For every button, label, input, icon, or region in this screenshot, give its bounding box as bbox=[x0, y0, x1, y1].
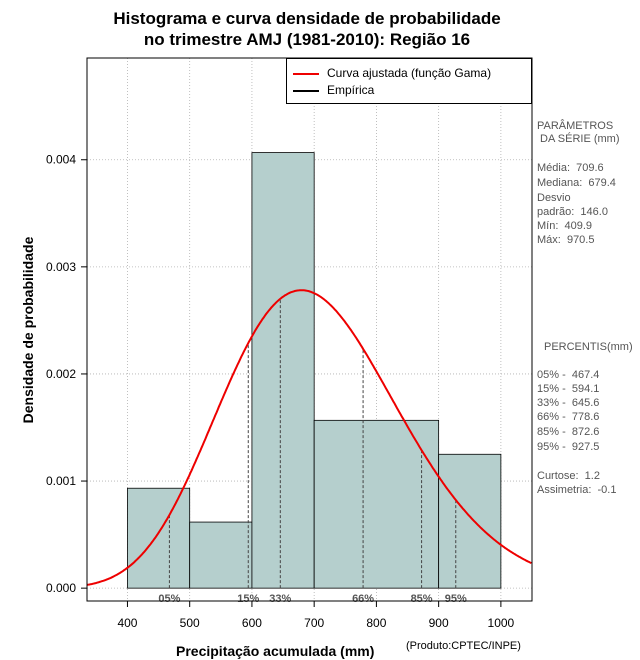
percentile-66: 66% - 778.6 bbox=[537, 411, 600, 423]
x-tick-label: 800 bbox=[366, 616, 386, 630]
chart-title-line1: Histograma e curva densidade de probabil… bbox=[113, 9, 501, 28]
axes: 400 500 600 700 800 900 1000 0.000 0.001 0.002 0.0… bbox=[46, 153, 515, 630]
percentile-markers: 05% 15% 33% 66% 85% 95% bbox=[158, 298, 467, 605]
params-heading2: DA SÉRIE (mm) bbox=[537, 133, 620, 145]
legend-swatch-fitted bbox=[293, 72, 319, 75]
histogram-bar bbox=[438, 453, 502, 589]
param-min: Mín: 409.9 bbox=[537, 220, 593, 232]
param-sd-line2: padrão: 146.0 bbox=[537, 206, 608, 218]
percentile-label: 15% bbox=[237, 593, 259, 605]
percentile-15: 15% - 594.1 bbox=[537, 383, 600, 395]
histogram-bars bbox=[127, 152, 502, 589]
legend-label-empirical: Empírica bbox=[327, 83, 375, 97]
stat-kurtosis: Curtose: 1.2 bbox=[537, 470, 600, 482]
stat-skewness: Assimetria: -0.1 bbox=[537, 484, 617, 496]
x-tick-label: 500 bbox=[180, 616, 200, 630]
histogram-bar bbox=[251, 152, 315, 589]
x-tick-label: 400 bbox=[117, 616, 137, 630]
y-tick-label: 0.001 bbox=[46, 474, 76, 488]
percentile-label: 85% bbox=[411, 593, 433, 605]
percentiles-heading: PERCENTIS(mm) bbox=[544, 341, 633, 353]
percentile-05: 05% - 467.4 bbox=[537, 369, 600, 381]
gamma-curve bbox=[86, 289, 532, 586]
percentile-label: 05% bbox=[158, 593, 180, 605]
product-credit: (Produto:CPTEC/INPE) bbox=[406, 640, 521, 652]
param-mean: Média: 709.6 bbox=[537, 162, 604, 174]
y-tick-label: 0.000 bbox=[46, 581, 76, 595]
y-tick-label: 0.003 bbox=[46, 260, 76, 274]
params-heading1: PARÂMETROS bbox=[537, 120, 614, 132]
histogram-bar bbox=[313, 419, 440, 589]
x-tick-label: 1000 bbox=[488, 616, 515, 630]
param-sd-line1: Desvio bbox=[537, 192, 571, 204]
param-max: Máx: 970.5 bbox=[537, 234, 595, 246]
x-tick-label: 600 bbox=[242, 616, 262, 630]
x-tick-label: 900 bbox=[429, 616, 449, 630]
legend-item-empirical: Empírica bbox=[293, 82, 374, 98]
fitted-curve bbox=[86, 289, 532, 586]
percentile-label: 95% bbox=[445, 593, 467, 605]
histogram-bar bbox=[189, 521, 253, 589]
y-tick-label: 0.004 bbox=[46, 153, 76, 167]
legend-item-fitted: Curva ajustada (função Gama) bbox=[293, 65, 491, 81]
chart-title-line2: no trimestre AMJ (1981-2010): Região 16 bbox=[143, 30, 471, 49]
param-median: Mediana: 679.4 bbox=[537, 177, 616, 189]
y-tick-label: 0.002 bbox=[46, 367, 76, 381]
x-axis-label: Precipitação acumulada (mm) bbox=[176, 643, 375, 659]
percentile-33: 33% - 645.6 bbox=[537, 397, 600, 409]
x-tick-label: 700 bbox=[304, 616, 324, 630]
percentile-95: 95% - 927.5 bbox=[537, 441, 600, 453]
y-axis-label: Densidade de probabilidade bbox=[20, 236, 36, 424]
histogram-bar bbox=[127, 487, 191, 589]
percentile-label: 66% bbox=[352, 593, 374, 605]
percentile-label: 33% bbox=[269, 593, 291, 605]
legend-swatch-empirical bbox=[293, 89, 319, 92]
percentile-85: 85% - 872.6 bbox=[537, 426, 600, 438]
legend: Curva ajustada (função Gama) Empírica bbox=[286, 58, 532, 104]
legend-label-fitted: Curva ajustada (função Gama) bbox=[327, 66, 492, 80]
